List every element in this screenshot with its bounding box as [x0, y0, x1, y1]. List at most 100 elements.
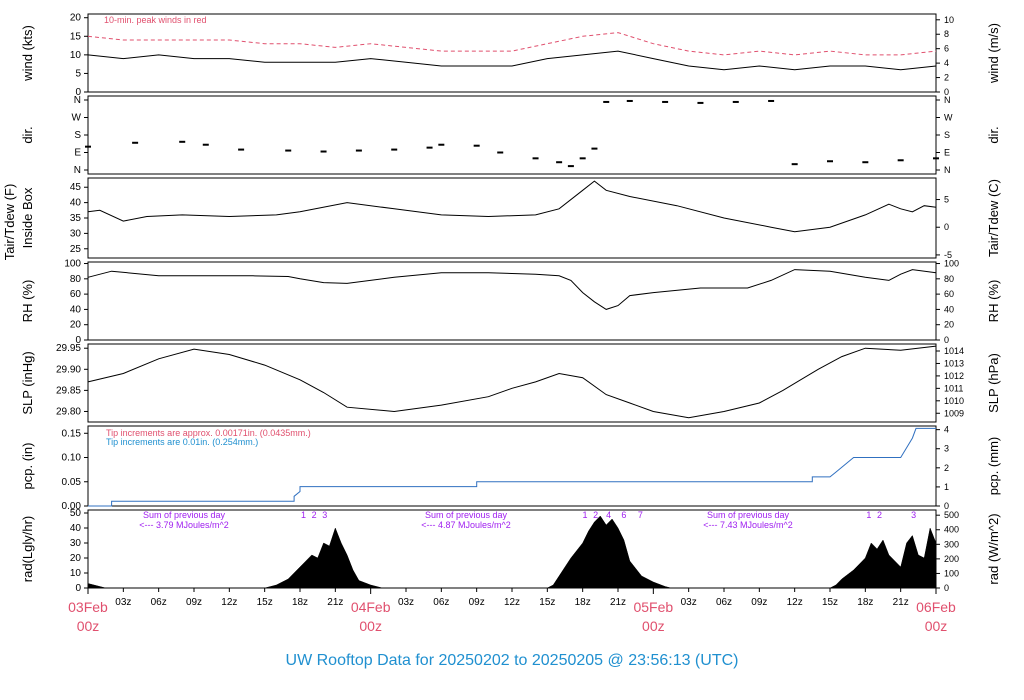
xtick-label: 21z	[893, 597, 909, 608]
ytick-label-right: 0	[944, 583, 949, 593]
xtick-label: 06z	[716, 597, 732, 608]
ytick-label-left: 40	[70, 304, 82, 315]
ytick-label-left: 30	[70, 538, 82, 549]
dir-point	[179, 140, 186, 143]
ytick-label-left: 29.85	[56, 385, 81, 396]
dir-point	[827, 160, 833, 163]
rad-marker: 3	[322, 510, 327, 520]
dir-point	[732, 100, 739, 103]
dir-point	[626, 99, 633, 102]
ytick-label-left: 0.15	[62, 428, 82, 439]
ytick-label-left: N	[74, 165, 81, 176]
xtick-label: 03z	[398, 597, 414, 608]
annotation-red: Tip increments are approx. 0.00171in. (0…	[106, 428, 311, 438]
panel-temp: 25 30 35 40 45 -5 0 5 Tair/Tdew (F) Inside Box Tai…	[2, 177, 1001, 261]
ytick-label-left: 29.80	[56, 406, 81, 417]
xtick-label: 03z	[115, 597, 131, 608]
chart-title: UW Rooftop Data for 20250202 to 20250205…	[286, 652, 739, 669]
dir-point	[438, 143, 445, 146]
day-hour-label: 00z	[359, 618, 382, 634]
daily-sum-value: <--- 4.87 MJoules/m^2	[421, 520, 511, 530]
dir-point	[567, 165, 574, 168]
ylabel-left: SLP (inHg)	[20, 351, 35, 414]
ytick-label-right: 2	[944, 73, 949, 83]
ylabel-right: wind (m/s)	[986, 23, 1001, 84]
ytick-label-left: N	[74, 95, 81, 106]
day-label: 04Feb	[351, 599, 391, 615]
ytick-label-right: W	[944, 113, 953, 123]
ylabel-right: dir.	[986, 126, 1001, 143]
ytick-label-left: 35	[70, 213, 82, 224]
dir-point	[791, 163, 798, 166]
rad-marker: 3	[911, 510, 916, 520]
daily-sum-label: Sum of previous day	[143, 510, 226, 520]
panel-wind: 0 5 10 15 20 0 2 4 6 8 10 wind (kts) wind (m/s) 10-mi…	[20, 13, 1001, 98]
ytick-label-left: 40	[70, 523, 82, 534]
ytick-label-left: 40	[70, 198, 82, 209]
xtick-label: 12z	[787, 597, 803, 608]
ylabel-right: pcp. (mm)	[986, 437, 1001, 496]
ytick-label-right: 100	[944, 259, 959, 269]
ylabel-right: SLP (hPa)	[986, 353, 1001, 413]
ytick-label-right: 1012	[944, 371, 964, 381]
ytick-label-right: 1	[944, 482, 949, 492]
ytick-label-right: 10	[944, 15, 954, 25]
panel-pcp: 0.00 0.05 0.10 0.15 0 1 2 3 4 pcp. (in) pcp. (mm) T…	[20, 425, 1001, 512]
ytick-label-right: 6	[944, 44, 949, 54]
ylabel-left: RH (%)	[20, 280, 35, 323]
ytick-label-left: 10	[70, 568, 82, 579]
ylabel-left: Tair/Tdew (F)	[2, 184, 17, 261]
daily-sum-label: Sum of previous day	[425, 510, 508, 520]
ytick-label-left: 0.00	[62, 501, 82, 512]
panel-frame	[87, 343, 937, 423]
ytick-label-right: 1013	[944, 358, 964, 368]
ytick-label-right: 20	[944, 320, 954, 330]
ylabel-left: rad(Lgly/hr)	[20, 516, 35, 582]
ytick-label-left: 20	[70, 553, 82, 564]
series-line-rh	[87, 269, 937, 310]
ytick-label-right: 4	[944, 425, 949, 435]
ytick-label-right: 300	[944, 539, 959, 549]
rad-marker: 2	[312, 510, 317, 520]
day-label: 03Feb	[68, 599, 108, 615]
ytick-label-left: 15	[70, 31, 82, 42]
ytick-label-right: 40	[944, 304, 954, 314]
dir-point	[862, 161, 869, 164]
day-hour-label: 00z	[925, 618, 948, 634]
xtick-label: 03z	[681, 597, 697, 608]
xtick-label: 09z	[469, 597, 485, 608]
ytick-label-right: N	[944, 95, 951, 105]
ytick-label-right: 500	[944, 510, 959, 520]
ytick-label-right: 0	[944, 501, 949, 511]
ytick-label-left: 29.95	[56, 343, 81, 354]
ylabel-left: wind (kts)	[20, 25, 35, 82]
xtick-label: 15z	[257, 597, 273, 608]
ytick-label-right: 2	[944, 463, 949, 473]
dir-point	[697, 101, 704, 104]
series-line-precip	[88, 427, 936, 507]
ytick-label-right: 400	[944, 525, 959, 535]
ytick-label-left: E	[74, 148, 81, 159]
ytick-label-left: 45	[70, 182, 82, 193]
panel-frame	[87, 261, 937, 341]
rad-marker: 1	[583, 510, 588, 520]
xtick-label: 09z	[751, 597, 767, 608]
ytick-label-left: 0.05	[62, 477, 82, 488]
ytick-label-right: 1014	[944, 346, 964, 356]
dir-point	[662, 100, 669, 103]
dir-point	[426, 146, 433, 149]
day-label: 06Feb	[916, 599, 956, 615]
rad-marker: 1	[301, 510, 306, 520]
dir-point	[238, 148, 245, 151]
panel-slp: 29.80 29.85 29.90 29.95 1009 1010 1011 1012 1013…	[20, 343, 1001, 423]
xtick-label: 06z	[433, 597, 449, 608]
ytick-label-right: 3	[944, 444, 949, 454]
radiation-area	[87, 515, 937, 589]
dir-point	[473, 144, 480, 147]
panel-frame	[87, 13, 937, 93]
series-line-10-min-peak	[87, 32, 937, 56]
rad-marker: 2	[593, 510, 598, 520]
series-line-slp	[87, 345, 937, 419]
